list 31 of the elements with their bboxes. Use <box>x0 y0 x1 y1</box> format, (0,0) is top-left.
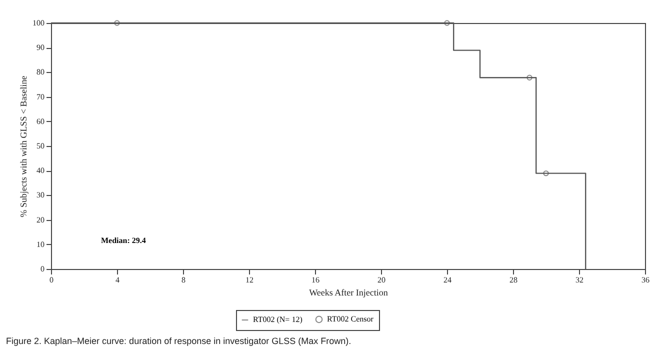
y-tick-label: 100 <box>32 18 44 28</box>
y-tick-label: 50 <box>36 142 44 150</box>
y-tick-label: 70 <box>36 92 44 102</box>
point <box>444 20 450 26</box>
x-tick-label: 36 <box>642 276 650 284</box>
x-tick-label: 16 <box>312 276 320 284</box>
y-tick-label: 10 <box>36 240 44 249</box>
y-tick-label: 90 <box>36 43 44 52</box>
y-tick-label: 0 <box>40 264 44 274</box>
point <box>526 74 532 80</box>
y-tick-label: 30 <box>36 190 44 200</box>
x-tick-label: 8 <box>182 276 186 284</box>
x-tick-label: 24 <box>444 276 452 284</box>
y-tick-label: 20 <box>36 215 44 224</box>
point <box>114 20 120 26</box>
point <box>543 170 549 176</box>
annotation: Median: 29.4 <box>101 236 146 245</box>
x-tick-label: 12 <box>246 276 254 284</box>
legend-label: RT002 (N= 12) <box>253 315 303 324</box>
x-axis-title: Weeks After Injection <box>309 288 388 298</box>
x-tick-label: 32 <box>576 276 584 284</box>
x-tick-label: 28 <box>510 276 518 284</box>
x-tick-label: 0 <box>50 276 54 284</box>
caption: Figure 2. Kaplan–Meier curve: duration of response in investigator GLSS (Max Frown). <box>6 336 352 346</box>
y-tick-label: 80 <box>36 68 44 77</box>
y-tick-label: 40 <box>36 166 44 176</box>
y-axis-title: % Subjects with with GLSS < Baseline <box>18 76 28 218</box>
legend-label: RT002 Censor <box>327 314 374 324</box>
x-tick-label: 4 <box>116 276 120 284</box>
x-tick-label: 20 <box>378 276 386 284</box>
y-tick-label: 60 <box>36 116 44 126</box>
